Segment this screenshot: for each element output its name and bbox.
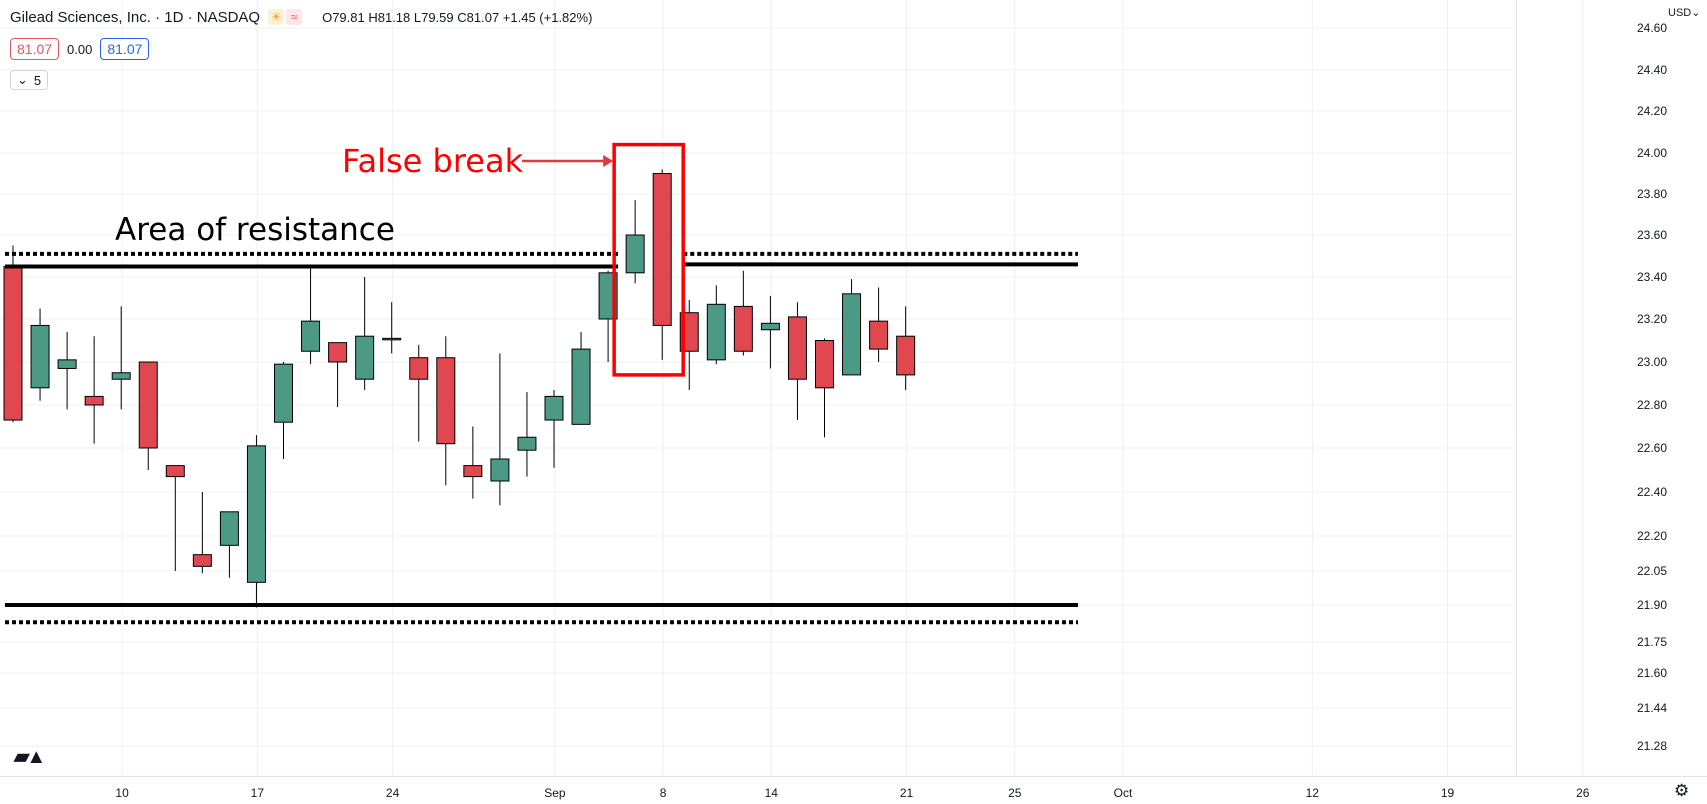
y-tick-label: 23.40	[1637, 270, 1667, 284]
x-tick-label: 25	[1008, 786, 1022, 800]
x-tick-label: 12	[1306, 786, 1320, 800]
x-tick-label: 8	[660, 786, 667, 800]
false-break-box[interactable]	[612, 142, 685, 377]
candle-body[interactable]	[436, 357, 456, 445]
candle-body[interactable]	[706, 303, 726, 361]
spread-value: 0.00	[67, 41, 93, 57]
candle-body[interactable]	[842, 293, 862, 376]
y-tick-label: 23.80	[1637, 187, 1667, 201]
chevron-down-icon: ⌄	[1691, 7, 1701, 19]
buy-price-button[interactable]: 81.07	[100, 38, 150, 60]
candle-body[interactable]	[57, 359, 77, 369]
indicators-count: 5	[33, 72, 42, 88]
y-tick-label: 22.20	[1637, 529, 1667, 543]
candle-body[interactable]	[869, 320, 889, 350]
x-tick-label: 14	[765, 786, 779, 800]
y-tick-label: 24.00	[1637, 146, 1667, 160]
candle-body[interactable]	[652, 173, 672, 326]
sun-icon[interactable]: ☀	[268, 9, 285, 25]
candle-body[interactable]	[111, 372, 131, 380]
x-tick-label: 24	[386, 786, 400, 800]
y-tick-label: 22.60	[1637, 441, 1667, 455]
y-tick-label: 24.60	[1637, 21, 1667, 35]
candle-body[interactable]	[409, 357, 429, 380]
y-tick-label: 23.20	[1637, 312, 1667, 326]
ohlc-readout: O79.81 H81.18 L79.59 C81.07 +1.45 (+1.82…	[322, 9, 593, 25]
y-tick-label: 23.60	[1637, 228, 1667, 242]
candle-body[interactable]	[246, 445, 266, 583]
sell-price-button[interactable]: 81.07	[10, 38, 60, 60]
candle-body[interactable]	[382, 337, 402, 341]
candle-body[interactable]	[328, 342, 348, 363]
candle-body[interactable]	[84, 395, 104, 406]
x-tick-label: 10	[115, 786, 129, 800]
candle-body[interactable]	[787, 316, 807, 380]
y-tick-label: 21.28	[1637, 739, 1667, 753]
trade-row: 81.07 0.00 81.07	[10, 38, 150, 60]
candle-body[interactable]	[490, 458, 510, 482]
y-tick-label: 23.00	[1637, 355, 1667, 369]
candle-body[interactable]	[3, 266, 23, 421]
candle-body[interactable]	[301, 320, 321, 352]
gear-icon[interactable]: ⚙	[1674, 781, 1690, 800]
y-tick-label: 24.20	[1637, 104, 1667, 118]
candle-body[interactable]	[733, 305, 753, 352]
x-tick-label: 19	[1441, 786, 1455, 800]
candle-body[interactable]	[463, 465, 483, 478]
chevron-down-icon: ⌄	[17, 72, 28, 87]
y-tick-label: 22.80	[1637, 398, 1667, 412]
resistance-label: Area of resistance	[115, 212, 395, 248]
x-tick-label: 17	[251, 786, 265, 800]
candle-body[interactable]	[517, 436, 537, 451]
y-tick-label: 21.75	[1637, 635, 1667, 649]
candle-body[interactable]	[165, 465, 185, 478]
y-tick-label: 24.40	[1637, 63, 1667, 77]
y-tick-label: 21.60	[1637, 666, 1667, 680]
y-tick-label: 22.05	[1637, 564, 1667, 578]
y-tick-label: 21.90	[1637, 598, 1667, 612]
x-tick-label: 21	[900, 786, 914, 800]
currency-label: USD	[1668, 7, 1692, 19]
wave-icon[interactable]: ≈	[286, 9, 303, 25]
x-tick-label: 26	[1576, 786, 1590, 800]
candle-body[interactable]	[355, 335, 375, 380]
currency-selector[interactable]: USD⌄	[1668, 6, 1700, 19]
candle-body[interactable]	[625, 234, 645, 274]
candle-body[interactable]	[219, 511, 239, 546]
candle-body[interactable]	[274, 363, 293, 423]
candle-body[interactable]	[192, 554, 212, 567]
symbol-title[interactable]: Gilead Sciences, Inc. · 1D · NASDAQ	[10, 8, 261, 26]
indicators-toggle[interactable]: ⌄ 5	[10, 70, 49, 90]
y-tick-label: 22.40	[1637, 485, 1667, 499]
x-tick-label: Oct	[1114, 786, 1133, 800]
candle-body[interactable]	[138, 361, 158, 449]
candle-body[interactable]	[815, 340, 834, 389]
candle-body[interactable]	[896, 335, 916, 376]
tradingview-logo[interactable]: ▰▲	[14, 746, 46, 768]
y-tick-label: 21.44	[1637, 701, 1667, 715]
candle-body[interactable]	[571, 348, 591, 425]
candle-body[interactable]	[544, 395, 564, 421]
candle-body[interactable]	[30, 324, 50, 389]
candle-body[interactable]	[760, 322, 780, 331]
x-tick-label: Sep	[544, 786, 566, 800]
arrow-head	[603, 155, 614, 167]
false-break-label: False break	[342, 142, 524, 180]
chart-header: Gilead Sciences, Inc. · 1D · NASDAQ ☀ ≈ …	[10, 6, 592, 28]
